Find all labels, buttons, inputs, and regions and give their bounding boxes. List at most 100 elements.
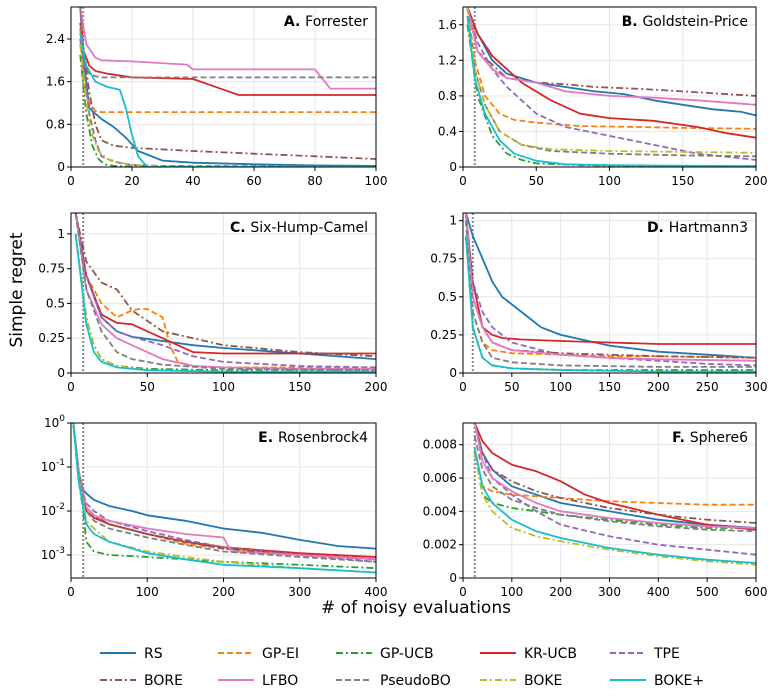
x-tick-label: 0: [459, 585, 467, 599]
x-axis-label: # of noisy evaluations: [321, 598, 511, 618]
y-tick-label: 0.002: [423, 538, 457, 552]
x-tick-label: 300: [598, 585, 621, 599]
legend-label: GP-UCB: [380, 646, 434, 662]
series-line-boke: [465, 235, 756, 373]
y-tick-label: 10-1: [41, 458, 65, 474]
series-line-gp-ei: [74, 213, 376, 369]
x-tick-label: 80: [307, 174, 322, 188]
y-axis-label: Simple regret: [7, 232, 27, 347]
x-tick-label: 200: [365, 380, 388, 394]
series-line-boke: [72, 423, 376, 574]
x-tick-label: 20: [124, 174, 139, 188]
series-line-tpe: [74, 213, 376, 369]
panel-6: 0 100 200 300 400 500 600 0 0.002 0.004 0.006 0.008…: [423, 422, 768, 599]
panel-title: D. Hartmann3: [647, 220, 748, 236]
series-line-pseudobo: [79, 7, 376, 79]
series-line-boke-: [74, 233, 376, 373]
legend-item-bore: BORE: [100, 673, 183, 689]
series-line-kr-ucb: [74, 213, 376, 355]
x-tick-label: 100: [136, 585, 159, 599]
x-tick-label: 600: [745, 585, 768, 599]
legend-item-pseudobo: PseudoBO: [336, 673, 451, 689]
grid: [70, 7, 377, 168]
x-tick-label: 200: [212, 585, 235, 599]
panel-title: E. Rosenbrock4: [258, 430, 368, 446]
x-tick-label: 50: [529, 174, 544, 188]
legend-item-lfbo: LFBO: [218, 673, 298, 689]
legend-item-kr-ucb: KR-UCB: [480, 646, 577, 662]
y-tick-label: 0.75: [430, 252, 457, 266]
x-tick-label: 150: [598, 380, 621, 394]
series-line-boke-: [466, 15, 756, 167]
y-tick-label: 1: [57, 227, 65, 241]
legend-label: RS: [144, 646, 163, 662]
legend-label: BORE: [144, 673, 183, 689]
y-tick-label: 0.5: [438, 290, 457, 304]
x-tick-label: 0: [459, 174, 467, 188]
series-line-boke: [74, 233, 376, 373]
legend-item-boke: BOKE: [480, 673, 562, 689]
y-tick-label: 1.6: [438, 18, 457, 32]
x-tick-label: 100: [212, 380, 235, 394]
legend-label: BOKE: [524, 673, 562, 689]
y-tick-label: 0.75: [38, 262, 65, 276]
x-tick-label: 200: [745, 174, 768, 188]
x-tick-label: 150: [671, 174, 694, 188]
y-tick-label: 0: [57, 160, 65, 174]
legend-item-gp-ei: GP-EI: [218, 646, 299, 662]
legend-item-tpe: TPE: [610, 646, 680, 662]
series-line-gp-ei: [465, 220, 756, 359]
series-line-gp-ucb: [473, 452, 756, 529]
x-tick-label: 200: [647, 380, 670, 394]
series-line-rs: [466, 7, 756, 117]
panel-title: A. Forrester: [284, 14, 368, 30]
series-line-boke: [466, 7, 756, 154]
panel-title: B. Goldstein-Price: [622, 14, 748, 30]
x-tick-label: 200: [549, 585, 572, 599]
y-tick-label: 0.8: [46, 117, 65, 131]
y-tick-label: 1.6: [46, 75, 65, 89]
y-tick-label: 10-3: [41, 546, 65, 562]
y-tick-label: 0: [449, 160, 457, 174]
legend-label: PseudoBO: [380, 673, 451, 689]
y-tick-label: 0: [449, 571, 457, 585]
legend-item-gp-ucb: GP-UCB: [336, 646, 434, 662]
y-tick-label: 0: [449, 366, 457, 380]
x-tick-label: 0: [67, 585, 75, 599]
x-tick-label: 100: [598, 174, 621, 188]
legend: RS GP-EI GP-UCB KR-UCB TPE BORE LFBO PseudoBO BO…: [100, 646, 704, 689]
x-tick-label: 250: [696, 380, 719, 394]
legend-label: LFBO: [262, 673, 298, 689]
x-tick-label: 100: [500, 585, 523, 599]
x-tick-label: 0: [67, 380, 75, 394]
series-line-pseudobo: [74, 213, 376, 372]
y-tick-label: 100: [44, 414, 65, 430]
panel-title: C. Six-Hump-Camel: [230, 220, 368, 236]
series-line-gp-ucb: [79, 54, 376, 167]
x-tick-label: 150: [288, 380, 311, 394]
series-line-rs: [465, 213, 756, 359]
x-tick-label: 100: [549, 380, 572, 394]
x-tick-label: 50: [504, 380, 519, 394]
series-line-boke: [473, 452, 756, 566]
y-tick-label: 0: [57, 366, 65, 380]
series-line-tpe: [473, 423, 756, 556]
y-tick-label: 1: [449, 214, 457, 228]
panel-5: 0 100 200 300 400 10-3 10-2 10-1 100 E. Rosenbroc…: [41, 414, 388, 599]
series-line-bore: [74, 213, 376, 358]
x-tick-label: 500: [696, 585, 719, 599]
legend-label: KR-UCB: [524, 646, 577, 662]
y-tick-label: 0.5: [46, 296, 65, 310]
y-tick-label: 0.4: [438, 124, 457, 138]
series-line-boke-: [465, 235, 756, 373]
panel-3: 0 50 100 150 200 0 0.25 0.5 0.75 1 C. Six-Hump-Cam…: [38, 212, 388, 394]
series-line-boke-: [473, 447, 756, 564]
legend-item-rs: RS: [100, 646, 163, 662]
x-tick-label: 400: [365, 585, 388, 599]
y-tick-label: 2.4: [46, 32, 65, 46]
series-line-bore: [79, 22, 376, 160]
legend-item-boke-: BOKE+: [610, 673, 704, 689]
x-tick-label: 100: [365, 174, 388, 188]
series-line-lfbo: [466, 7, 756, 106]
